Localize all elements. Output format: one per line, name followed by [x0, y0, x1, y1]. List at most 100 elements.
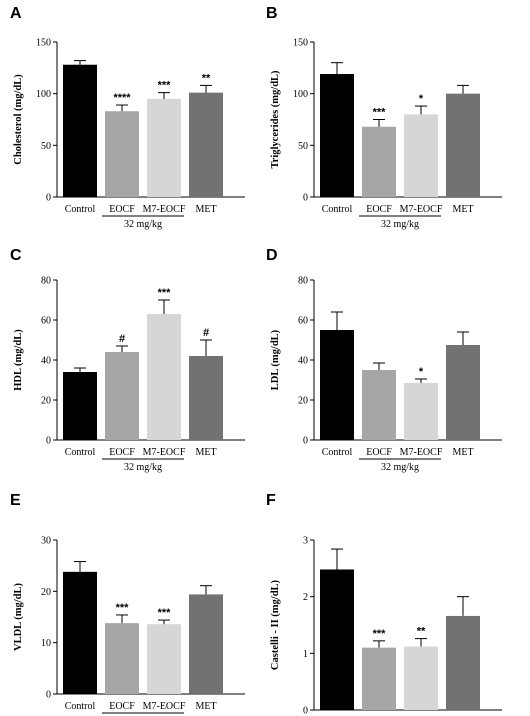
bar-control	[320, 330, 354, 440]
y-tick-label: 1	[303, 649, 308, 660]
bar-eocf	[362, 647, 396, 710]
x-tick-label: Control	[65, 204, 96, 215]
y-axis-title: Castelli - II (mg/dL)	[270, 579, 281, 670]
group-label: 32 mg/kg	[381, 462, 419, 473]
bar-m7-eocf	[404, 646, 438, 710]
bar-control	[63, 571, 97, 694]
y-tick-label: 0	[303, 193, 308, 204]
bar-eocf	[362, 126, 396, 197]
x-tick-label: M7-EOCF	[400, 447, 443, 458]
significance-label: ****	[113, 92, 131, 104]
bar-met	[189, 356, 223, 440]
panel-letter: B	[266, 5, 278, 22]
x-tick-label: EOCF	[366, 447, 392, 458]
significance-label: ***	[158, 607, 172, 619]
x-tick-label: M7-EOCF	[143, 447, 186, 458]
x-tick-label: MET	[452, 447, 473, 458]
y-tick-label: 50	[298, 141, 308, 152]
y-tick-label: 50	[41, 141, 51, 152]
significance-label: #	[119, 333, 125, 345]
y-tick-label: 80	[298, 276, 308, 287]
y-tick-label: 60	[298, 316, 308, 327]
y-axis-title: VLDL (mg/dL)	[13, 583, 24, 651]
x-tick-label: EOCF	[366, 204, 392, 215]
y-tick-label: 0	[303, 706, 308, 716]
x-tick-label: MET	[452, 204, 473, 215]
bar-control	[63, 64, 97, 197]
x-tick-label: Control	[65, 701, 96, 712]
y-tick-label: 80	[41, 276, 51, 287]
bar-met	[446, 345, 480, 440]
y-axis-title: HDL (mg/dL)	[13, 329, 24, 391]
x-tick-label: MET	[195, 701, 216, 712]
panel-letter: F	[266, 492, 276, 509]
y-tick-label: 20	[41, 396, 51, 407]
y-tick-label: 0	[46, 193, 51, 204]
significance-label: ***	[116, 602, 130, 614]
significance-label: ***	[158, 287, 172, 299]
x-tick-label: M7-EOCF	[400, 204, 443, 215]
y-tick-label: 20	[298, 396, 308, 407]
chart-panel-d: D 0 20 40 60 80 LDL (mg/dL) Control EOCF * M7-EOCF…	[266, 247, 502, 473]
bar-m7-eocf	[147, 98, 181, 197]
bar-m7-eocf	[147, 624, 181, 694]
significance-label: #	[203, 327, 209, 339]
bar-m7-eocf	[404, 383, 438, 440]
y-tick-label: 0	[46, 436, 51, 447]
bar-eocf	[105, 111, 139, 197]
significance-label: ***	[158, 80, 172, 92]
y-tick-label: 150	[36, 38, 51, 49]
panel-letter: A	[10, 5, 22, 22]
panel-letter: E	[10, 492, 21, 509]
panel-letter: C	[10, 247, 22, 264]
bar-met	[189, 92, 223, 197]
y-tick-label: 100	[36, 89, 51, 100]
group-label: 32 mg/kg	[124, 219, 162, 230]
significance-label: *	[419, 366, 424, 378]
significance-label: **	[202, 72, 211, 84]
x-tick-label: Control	[322, 204, 353, 215]
x-tick-label: M7-EOCF	[143, 701, 186, 712]
y-tick-label: 10	[41, 638, 51, 649]
bar-m7-eocf	[147, 314, 181, 440]
y-tick-label: 100	[293, 89, 308, 100]
y-axis-title: Triglycerides (mg/dL)	[270, 70, 281, 169]
y-tick-label: 40	[298, 356, 308, 367]
chart-panel-c: C 0 20 40 60 80 HDL (mg/dL) Control # EOCF *** M7-E…	[10, 247, 245, 473]
bar-eocf	[362, 370, 396, 440]
y-tick-label: 0	[46, 690, 51, 701]
bar-eocf	[105, 352, 139, 440]
y-axis-title: LDL (mg/dL)	[270, 329, 281, 390]
bar-met	[189, 594, 223, 694]
x-tick-label: MET	[195, 447, 216, 458]
bar-eocf	[105, 623, 139, 694]
bar-m7-eocf	[404, 114, 438, 197]
x-tick-label: EOCF	[109, 447, 135, 458]
group-label: 32 mg/kg	[381, 219, 419, 230]
bar-met	[446, 615, 480, 710]
x-tick-label: M7-EOCF	[143, 204, 186, 215]
bar-control	[320, 569, 354, 710]
y-tick-label: 150	[293, 38, 308, 49]
panel-letter: D	[266, 247, 278, 264]
y-tick-label: 3	[303, 536, 308, 547]
x-tick-label: EOCF	[109, 701, 135, 712]
significance-label: *	[419, 93, 424, 105]
bar-met	[446, 93, 480, 197]
significance-label: ***	[373, 628, 387, 640]
x-tick-label: EOCF	[109, 204, 135, 215]
significance-label: ***	[373, 107, 387, 119]
chart-panel-e: E 0 10 20 30 VLDL (mg/dL) Control *** EOCF *** M7-…	[10, 492, 245, 714]
x-tick-label: Control	[322, 447, 353, 458]
y-tick-label: 20	[41, 587, 51, 598]
y-tick-label: 30	[41, 536, 51, 547]
y-axis-title: Cholesterol (mg/dL)	[13, 74, 24, 165]
x-tick-label: Control	[65, 447, 96, 458]
y-tick-label: 60	[41, 316, 51, 327]
y-tick-label: 2	[303, 592, 308, 603]
bar-control	[320, 74, 354, 197]
